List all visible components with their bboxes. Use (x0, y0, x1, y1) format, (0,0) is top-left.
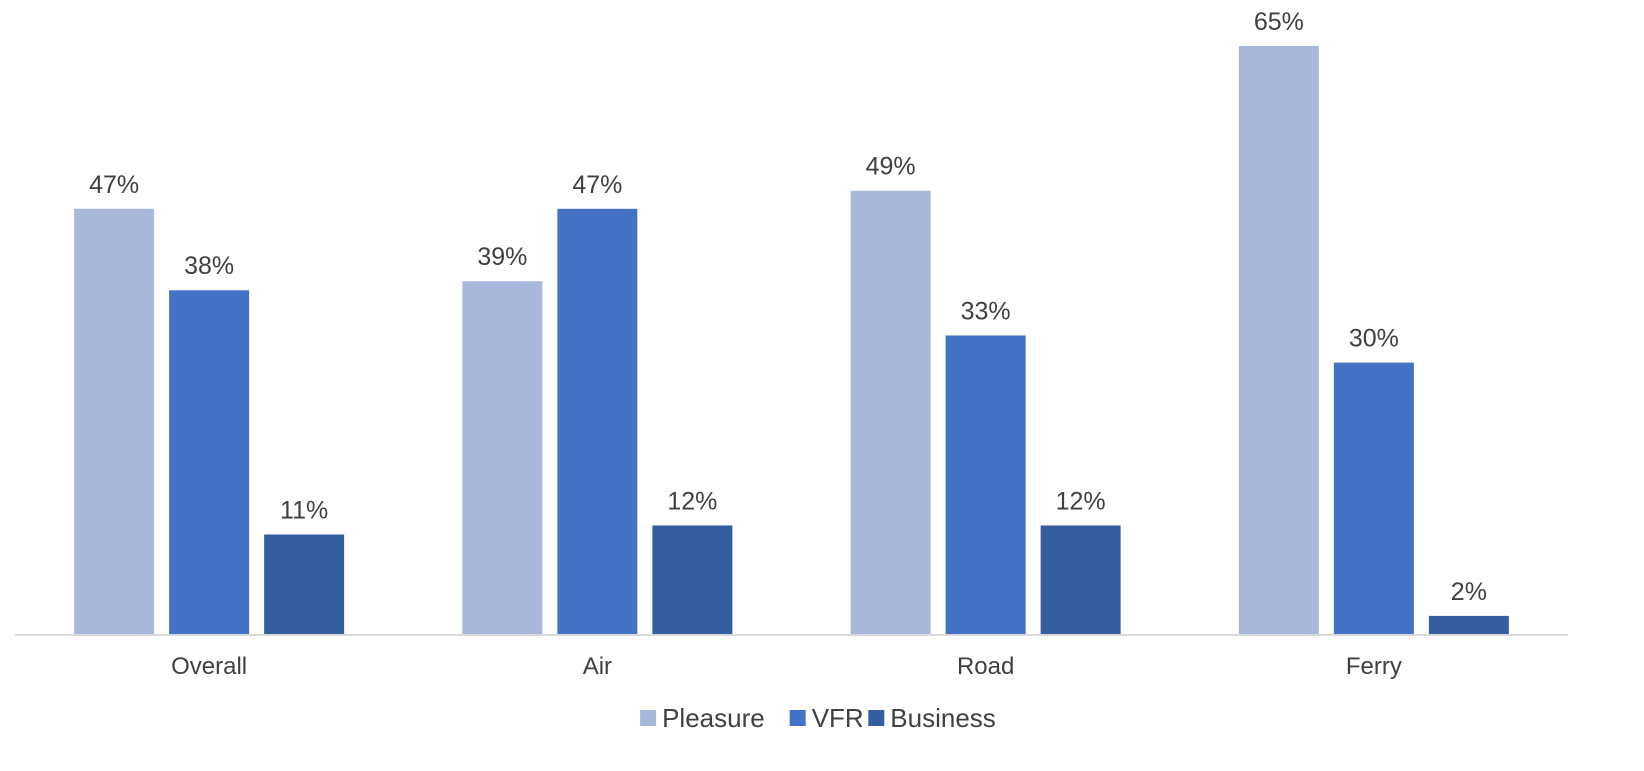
legend: Pleasure VFR Business (640, 703, 996, 733)
data-label-air-business: 12% (667, 487, 717, 515)
data-label-ferry-business: 2% (1451, 578, 1487, 606)
category-label-ferry: Ferry (1346, 653, 1402, 680)
bars-layer (74, 46, 1509, 635)
bar-air-pleasure (462, 281, 543, 634)
bar-road-business (1040, 525, 1121, 634)
category-label-road: Road (957, 653, 1014, 680)
data-label-air-vfr: 47% (572, 171, 622, 199)
category-label-air: Air (583, 653, 612, 680)
legend-swatch-pleasure (640, 710, 657, 726)
bar-ferry-business (1428, 615, 1509, 634)
data-label-overall-business: 11% (280, 496, 328, 524)
data-label-overall-vfr: 38% (184, 252, 234, 280)
bar-road-vfr (945, 335, 1026, 634)
data-label-road-business: 12% (1056, 487, 1106, 515)
data-label-air-pleasure: 39% (477, 243, 527, 271)
legend-label-pleasure: Pleasure (662, 703, 765, 733)
category-labels-layer: Overall Air Road Ferry (171, 653, 1402, 680)
data-label-ferry-vfr: 30% (1349, 325, 1399, 353)
legend-swatch-vfr (789, 710, 806, 726)
legend-label-vfr: VFR (812, 703, 864, 733)
data-label-road-vfr: 33% (961, 297, 1011, 325)
data-label-overall-pleasure: 47% (89, 171, 139, 199)
data-label-ferry-pleasure: 65% (1254, 8, 1304, 36)
data-labels-layer: 47% 38% 11% 39% 47% 12% 49% 33% 12% 65% 30% 2% (89, 8, 1487, 606)
bar-ferry-pleasure (1238, 46, 1319, 634)
data-label-road-pleasure: 49% (866, 153, 916, 181)
legend-label-business: Business (890, 703, 996, 733)
bar-overall-vfr (169, 290, 250, 634)
legend-swatch-business (868, 710, 885, 726)
bar-ferry-vfr (1333, 362, 1414, 634)
category-label-overall: Overall (171, 653, 247, 680)
bar-overall-pleasure (74, 208, 155, 635)
bar-air-business (652, 525, 733, 634)
bar-overall-business (264, 534, 345, 634)
bar-road-pleasure (850, 190, 931, 634)
bar-air-vfr (557, 208, 638, 635)
